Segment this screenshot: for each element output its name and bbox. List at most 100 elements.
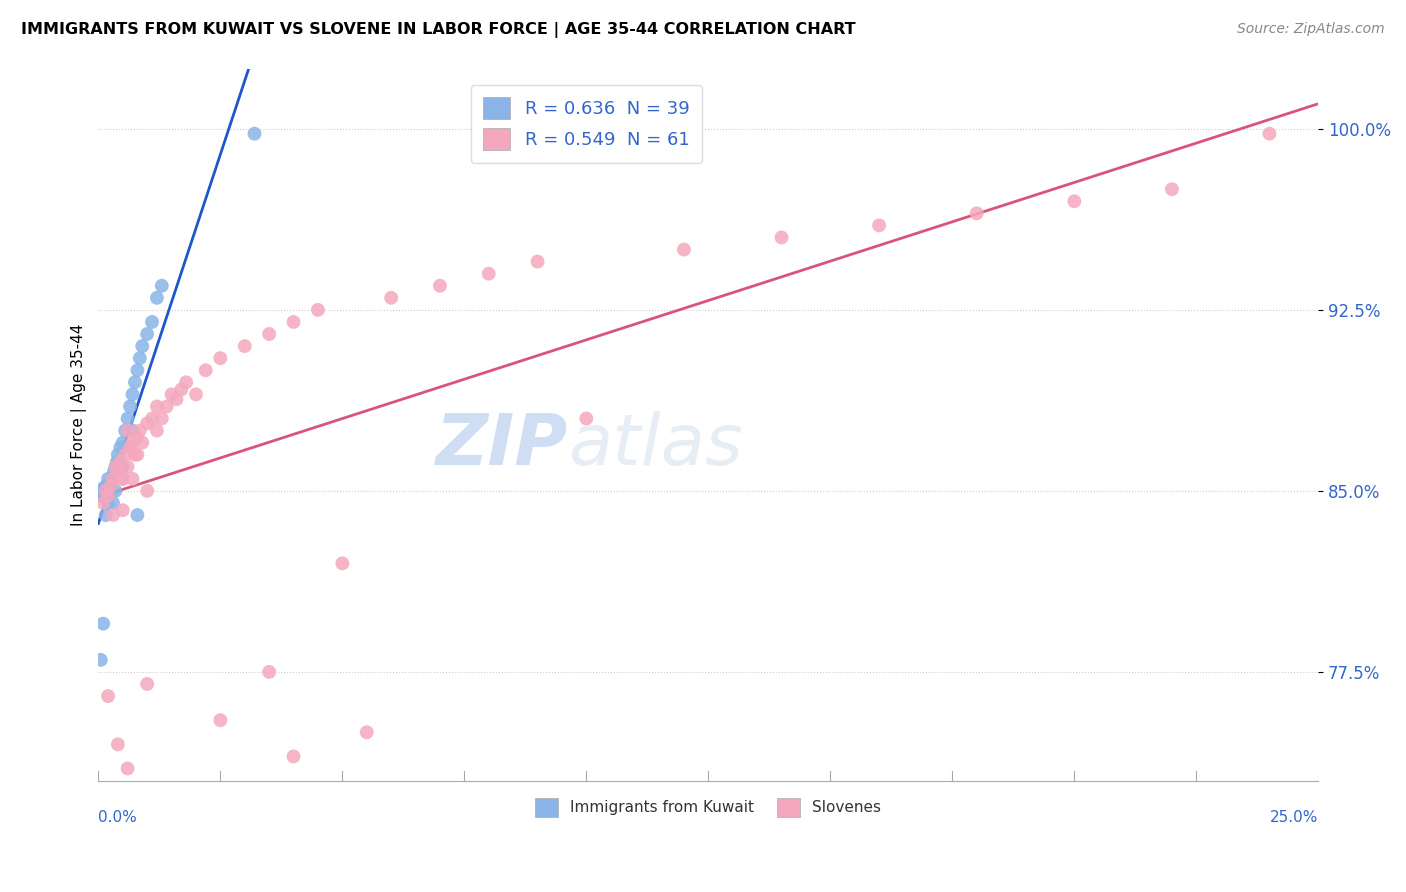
Point (120, 400, 142, 414)
Point (111, 472, 134, 486)
Point (124, 448, 146, 462)
Point (121, 424, 143, 438)
Point (170, 383, 193, 397)
Point (101, 508, 124, 522)
Point (146, 400, 169, 414)
Point (209, 713, 232, 727)
Point (127, 448, 149, 462)
Point (98, 483, 121, 498)
Point (104, 459, 127, 474)
Point (136, 677, 159, 691)
Point (107, 448, 129, 462)
Point (672, 243, 695, 257)
Point (128, 351, 150, 366)
Point (97, 689, 120, 703)
Point (429, 278, 451, 293)
Point (184, 387, 207, 401)
Point (194, 363, 217, 377)
Point (107, 465, 129, 479)
Point (110, 441, 132, 455)
Point (100, 476, 122, 491)
Point (478, 267, 501, 281)
Legend: Immigrants from Kuwait, Slovenes: Immigrants from Kuwait, Slovenes (529, 792, 887, 822)
Point (101, 472, 124, 486)
Text: atlas: atlas (568, 411, 742, 481)
Point (91, 482, 114, 496)
Point (117, 459, 139, 474)
Point (243, 127, 266, 141)
Point (868, 219, 890, 233)
Point (150, 278, 173, 293)
Point (91, 496, 114, 510)
Text: Source: ZipAtlas.com: Source: ZipAtlas.com (1237, 22, 1385, 37)
Point (111, 503, 134, 517)
Point (128, 424, 150, 438)
Point (146, 291, 169, 305)
Point (91, 616, 114, 631)
Text: IMMIGRANTS FROM KUWAIT VS SLOVENE IN LABOR FORCE | AGE 35-44 CORRELATION CHART: IMMIGRANTS FROM KUWAIT VS SLOVENE IN LAB… (21, 22, 856, 38)
Point (96, 491, 118, 505)
Point (174, 376, 197, 390)
Point (257, 665, 280, 679)
Y-axis label: In Labor Force | Age 35-44: In Labor Force | Age 35-44 (72, 323, 87, 525)
Point (97, 472, 120, 486)
Point (575, 411, 598, 425)
Point (770, 230, 793, 244)
Point (136, 326, 159, 341)
Point (136, 483, 159, 498)
Point (127, 431, 149, 445)
Point (120, 441, 142, 455)
Point (131, 435, 153, 450)
Point (156, 400, 179, 414)
Point (257, 326, 280, 341)
Text: 25.0%: 25.0% (1270, 810, 1319, 824)
Point (307, 302, 329, 317)
Text: ZIP: ZIP (436, 411, 568, 481)
Point (117, 424, 139, 438)
Point (526, 254, 548, 268)
Point (1063, 194, 1085, 209)
Point (283, 749, 305, 764)
Point (141, 315, 163, 329)
Point (283, 315, 305, 329)
Point (100, 483, 122, 498)
Point (111, 459, 134, 474)
Point (97, 496, 120, 510)
Point (124, 376, 146, 390)
Point (107, 737, 129, 751)
Point (91, 483, 114, 498)
Point (121, 472, 143, 486)
Point (131, 339, 153, 353)
Point (114, 448, 136, 462)
Point (127, 363, 149, 377)
Point (165, 392, 187, 407)
Point (141, 411, 163, 425)
Point (100, 479, 122, 493)
Point (90, 653, 112, 667)
Point (94, 479, 117, 493)
Point (117, 762, 139, 776)
Point (121, 387, 143, 401)
Point (94, 483, 117, 498)
Point (117, 411, 139, 425)
Point (209, 351, 232, 366)
Point (127, 508, 149, 522)
Point (1258, 127, 1281, 141)
Point (94, 508, 117, 522)
Point (111, 435, 134, 450)
Point (90, 489, 112, 503)
Point (101, 472, 124, 486)
Point (105, 455, 128, 469)
Point (114, 424, 136, 438)
Point (103, 465, 125, 479)
Point (97, 489, 120, 503)
Point (111, 472, 134, 486)
Point (380, 291, 402, 305)
Point (104, 459, 127, 474)
Point (136, 417, 159, 431)
Point (146, 424, 169, 438)
Text: 0.0%: 0.0% (98, 810, 138, 824)
Point (101, 496, 124, 510)
Point (233, 339, 256, 353)
Point (160, 387, 183, 401)
